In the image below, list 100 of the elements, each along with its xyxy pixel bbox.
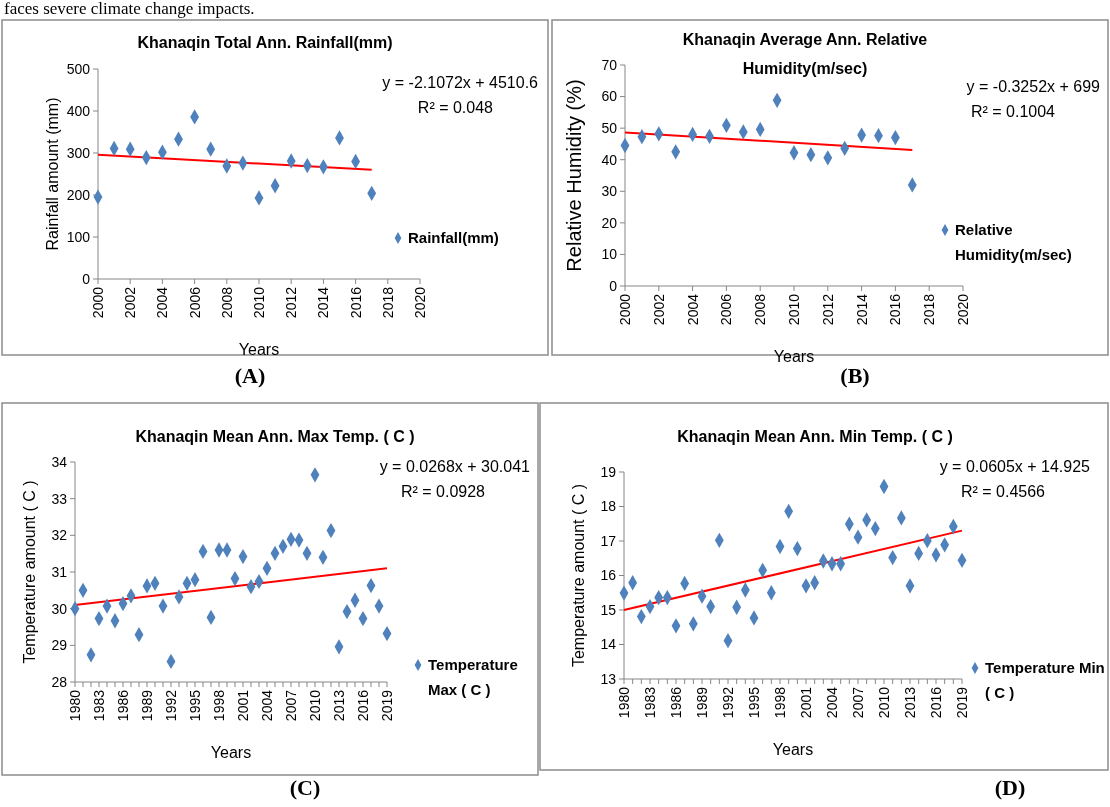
chart-title: Khanaqin Total Ann. Rainfall(mm) [137,34,393,51]
y-tick-label: 29 [51,637,68,654]
y-tick-label: 100 [66,228,91,245]
text: y = -0.3252x + 699 [966,78,1101,95]
x-tick-label: 1992 [719,686,736,719]
y-tick-label: 200 [66,186,91,203]
x-axis-title: Years [210,744,252,761]
legend-label: Temperature Max ( C ) [428,656,518,699]
annotation: y = 0.0605x + 14.925 [939,458,1091,475]
x-tick-label: 1986 [114,689,131,722]
x-tick-label: 2014 [853,293,870,326]
x-tick-label: 1989 [693,686,710,719]
y-tick-label: 0 [82,270,91,287]
legend-label: Rainfall(mm) [408,229,499,247]
chart-title: Khanaqin Mean Ann. Max Temp. ( C ) [135,428,415,445]
x-tick-label: 2002 [650,293,667,326]
x-tick-label: 2016 [354,689,371,722]
chart-title: Khanaqin Average Ann. Relative Humidity(m/sec) [682,31,928,77]
y-tick-label: 16 [600,567,617,584]
y-axis-title: Temperature amount ( C ) [570,483,587,668]
annotation: y = 0.0268x + 30.041 [379,458,531,475]
y-tick-label: 30 [51,600,68,617]
y-axis-title: Rainfall amount (mm) [44,97,61,251]
x-tick-label: 1983 [90,689,107,722]
x-tick-label: 2000 [616,293,633,326]
x-tick-label: 2004 [258,689,275,722]
annotation: R² = 0.048 [417,99,494,116]
text: R² = 0.0928 [400,483,486,500]
x-tick-label: 2006 [718,293,735,326]
y-tick-label: 18 [600,498,617,515]
y-tick-label: 70 [601,56,618,73]
y-tick-label: 30 [601,183,618,200]
y-tick-label: 13 [600,670,617,687]
y-tick-label: 17 [600,532,617,549]
x-tick-label: 1989 [138,689,155,722]
y-tick-label: 0 [609,277,618,294]
y-tick-label: 10 [601,246,618,263]
x-tick-label: 2000 [89,286,106,319]
annotation: y = -2.1072x + 4510.6 [382,74,539,91]
x-tick-label: 2001 [234,689,251,722]
x-tick-label: 2019 [378,689,395,722]
chart-title: Khanaqin Mean Ann. Min Temp. ( C ) [677,428,953,445]
x-tick-label: 2004 [823,686,840,719]
y-tick-label: 15 [600,601,617,618]
x-tick-label: 2016 [347,286,364,319]
x-tick-label: 1980 [66,689,83,722]
y-tick-label: 32 [51,527,68,544]
x-axis-title: Years [773,348,815,365]
x-tick-label: 2010 [250,286,267,319]
x-tick-label: 2010 [306,689,323,722]
legend-label: Relative Humidity(m/sec) [955,221,1072,264]
x-tick-label: 2004 [154,286,171,319]
x-tick-label: 2010 [785,293,802,326]
text: faces severe climate change impacts. [4,0,255,18]
x-tick-label: 2020 [954,293,971,326]
y-tick-label: 33 [51,490,68,507]
y-tick-label: 14 [600,636,617,653]
x-tick-label: 2020 [411,286,428,319]
x-tick-label: 1998 [210,689,227,722]
x-tick-label: 1998 [771,686,788,719]
x-tick-label: 2014 [315,286,332,319]
y-tick-label: 50 [601,120,618,137]
x-tick-label: 2010 [875,686,892,719]
x-tick-label: 2007 [849,686,866,719]
x-tick-label: 1983 [641,686,658,719]
y-axis-title: Relative Humidity (%) [563,79,585,272]
y-tick-label: 31 [51,563,68,580]
x-tick-label: 2008 [218,286,235,319]
text: R² = 0.1004 [970,103,1056,120]
text: (B) [840,363,870,388]
annotation: R² = 0.4566 [960,483,1046,500]
x-tick-label: 2013 [901,686,918,719]
x-tick-label: 2016 [887,293,904,326]
x-tick-label: 2012 [819,293,836,326]
legend-label: Temperature Min ( C ) [985,659,1105,702]
x-tick-label: 2018 [921,293,938,326]
text: (A) [234,363,266,388]
x-tick-label: 1980 [615,686,632,719]
x-tick-label: 2004 [684,293,701,326]
x-axis-title: Years [772,741,814,758]
x-tick-label: 1995 [745,686,762,719]
x-tick-label: 2006 [186,286,203,319]
text: (D) [994,775,1026,800]
x-tick-label: 1992 [162,689,179,722]
y-axis-title: Temperature amount ( C ) [21,480,38,664]
text: (C) [289,775,321,800]
y-tick-label: 28 [51,673,68,690]
x-tick-label: 2018 [379,286,396,319]
x-tick-label: 2013 [330,689,347,722]
y-tick-label: 500 [66,60,91,77]
x-tick-label: 1986 [667,686,684,719]
x-tick-label: 2008 [752,293,769,326]
y-tick-label: 40 [601,151,618,168]
x-tick-label: 2002 [122,286,139,319]
x-axis-title: Years [238,341,280,358]
y-tick-label: 34 [51,453,68,470]
x-tick-label: 2012 [283,286,300,319]
x-tick-label: 2016 [927,686,944,719]
y-tick-label: 19 [600,463,617,480]
x-tick-label: 2001 [797,686,814,719]
